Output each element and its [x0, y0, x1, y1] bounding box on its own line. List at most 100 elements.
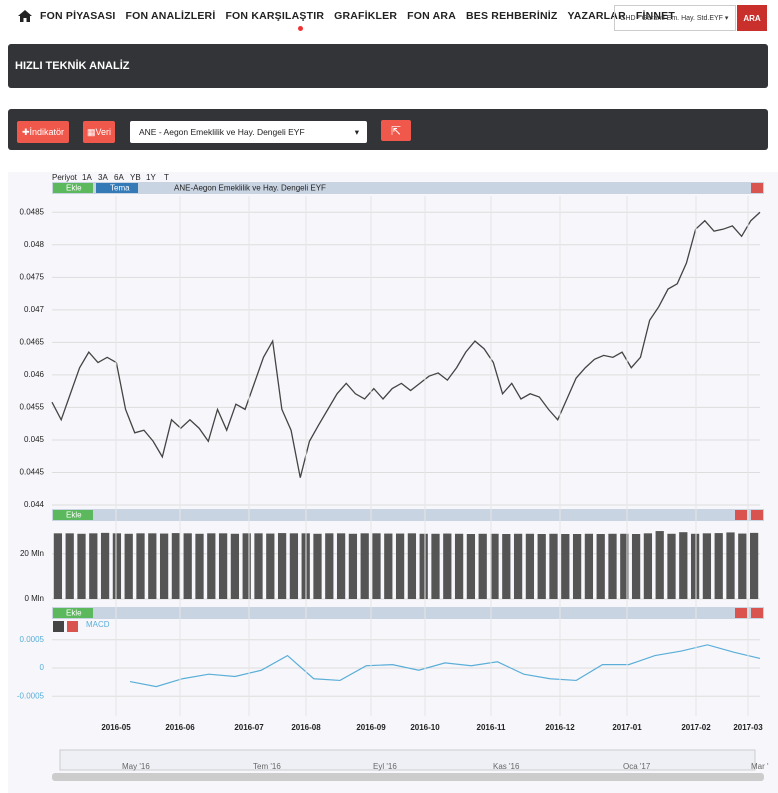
add-text: Ekle [66, 609, 82, 618]
volume-bar [277, 533, 287, 599]
max-button[interactable] [735, 510, 747, 520]
data-button[interactable]: ▦ Veri [83, 121, 115, 143]
volume-bar [454, 533, 464, 599]
volume-bar [360, 533, 369, 599]
panel-header [52, 607, 764, 619]
data-text: Veri [95, 127, 112, 137]
search-select[interactable]: GHD - Garanti Em. Hay. Std.EYF ▾ [614, 5, 736, 31]
toolbar: ✚ İndikatör ▦ Veri ANE - Aegon Emeklilik v… [8, 109, 768, 150]
volume-bar [266, 533, 275, 599]
nav-item[interactable]: GRAFİKLER [334, 10, 398, 22]
scrollbar[interactable] [52, 773, 764, 781]
volume-bar [525, 533, 535, 599]
close-button[interactable] [751, 510, 763, 520]
volume-bar [431, 533, 440, 599]
add-button[interactable] [53, 510, 93, 520]
volume-bar [195, 533, 204, 599]
nav-item[interactable]: FON KARŞILAŞTIR [225, 10, 325, 22]
remove-button[interactable] [67, 621, 78, 632]
volume-bar [596, 534, 605, 599]
max-button[interactable] [735, 608, 747, 618]
volume-bar [218, 533, 228, 599]
x-tick-label: 2016-05 [101, 723, 131, 732]
theme-button[interactable] [96, 183, 138, 193]
settings-button[interactable] [53, 621, 64, 632]
volume-bar [183, 533, 192, 599]
x-tick-label: 2017-03 [733, 723, 763, 732]
fund-select[interactable]: ANE - Aegon Emeklilik ve Hay. Dengeli EY… [130, 121, 367, 143]
x-tick-label: 2016-11 [477, 723, 506, 732]
price-line [51, 211, 761, 478]
nav-item[interactable]: YAZARLAR [567, 10, 626, 22]
x-tick-label: 2017-01 [612, 723, 642, 732]
nav-item[interactable]: FON ARA [407, 10, 456, 22]
volume-bar [502, 534, 511, 599]
share-button[interactable]: ⇱ [381, 120, 411, 141]
volume-bar [478, 533, 487, 599]
y-tick-label: 0.048 [24, 240, 45, 249]
volume-bar [549, 533, 558, 599]
volume-bar [207, 533, 216, 599]
nav-item[interactable]: FON ANALİZLERİ [125, 10, 216, 22]
volume-bar [372, 533, 381, 599]
search-text: GHD - Garanti Em. Hay. Std.EYF [620, 14, 723, 22]
volume-bar [313, 533, 322, 599]
indicator-button[interactable]: ✚ İndikatör [17, 121, 69, 143]
volume-bar [726, 532, 735, 599]
period[interactable]: 1A [82, 173, 92, 182]
navigator-label: May '16 [122, 762, 150, 771]
x-tick-label: 2016-07 [234, 723, 264, 732]
add-text: Ekle [66, 511, 82, 520]
x-tick-label: 2017-02 [681, 723, 711, 732]
volume-bar [77, 533, 86, 599]
volume-bar [407, 533, 417, 599]
x-tick-label: 2016-06 [165, 723, 195, 732]
volume-bar [537, 534, 546, 599]
volume-bar [136, 533, 145, 599]
volume-bar [100, 532, 110, 599]
period[interactable]: 6A [114, 173, 124, 182]
chart-bg [8, 172, 778, 793]
period[interactable]: YB [130, 173, 141, 182]
volume-bar [443, 533, 452, 599]
volume-bar [53, 533, 63, 599]
navigator [59, 749, 756, 771]
home-icon[interactable] [18, 10, 32, 22]
volume-bar [159, 533, 169, 599]
search-button[interactable]: ARA [737, 5, 767, 31]
y-tick-label: 0 [40, 663, 45, 672]
period[interactable]: 3A [98, 173, 108, 182]
volume-bar [667, 533, 676, 599]
period[interactable]: T [164, 173, 169, 182]
volume-bar [490, 533, 499, 599]
x-tick-label: 2016-09 [356, 723, 386, 732]
period[interactable]: 1Y [146, 173, 156, 182]
nav: FON PİYASASI FON ANALİZLERİ FON KARŞILAŞ… [18, 10, 685, 22]
navigator-label: Kas '16 [493, 762, 520, 771]
volume-bar [608, 533, 617, 599]
panel-header [52, 509, 764, 521]
macd-label: MACD [86, 620, 110, 629]
y-tick-label: 0.046 [24, 370, 45, 379]
volume-bar [336, 533, 346, 599]
close-button[interactable] [751, 183, 763, 193]
volume-bar [112, 533, 122, 599]
indicator-text: İndikatör [29, 127, 65, 137]
volume-bar [702, 533, 712, 599]
y-tick-label: 0.047 [24, 305, 45, 314]
volume-bar [561, 534, 570, 599]
add-button[interactable] [53, 608, 93, 618]
volume-bar [466, 534, 476, 599]
close-button[interactable] [751, 608, 763, 618]
nav-item[interactable]: FİNNET [635, 10, 675, 22]
y-tick-label: 0 Mln [24, 594, 44, 603]
theme-text: Tema [110, 184, 130, 193]
y-tick-label: 0.0455 [20, 403, 45, 412]
volume-bar [631, 534, 641, 599]
volume-bar [679, 532, 688, 599]
nav-item[interactable]: FON PİYASASI [40, 10, 116, 22]
add-button[interactable] [53, 183, 93, 193]
nav-item[interactable]: BES REHBERİNİZ [466, 10, 558, 22]
x-tick-label: 2016-08 [291, 723, 321, 732]
